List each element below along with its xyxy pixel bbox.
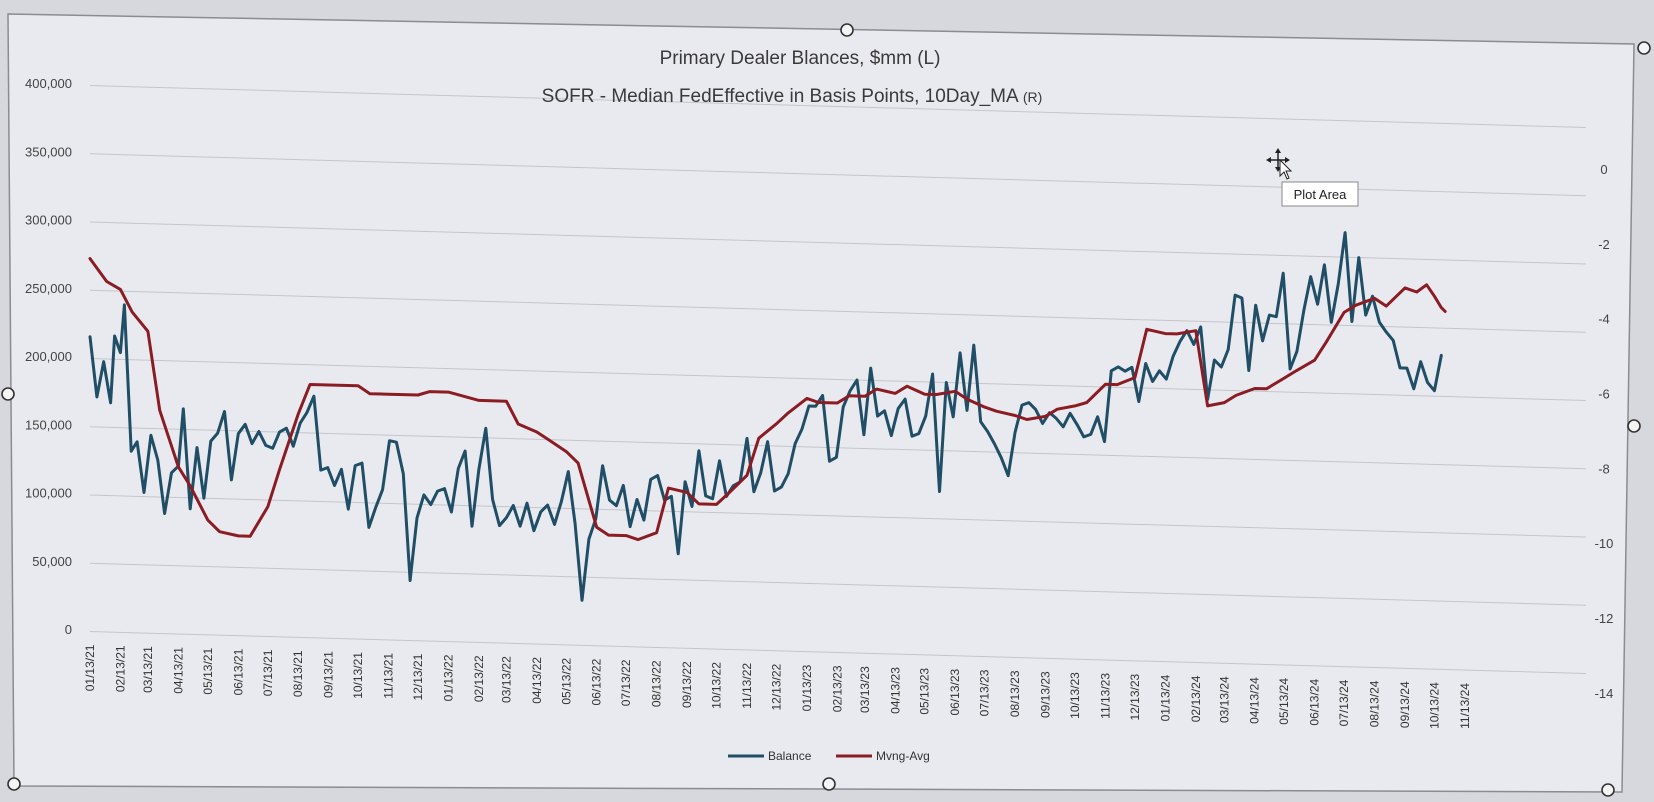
handle-middle-right[interactable]: [1627, 419, 1641, 433]
handle-bottom-center[interactable]: [822, 777, 836, 791]
x-tick-label: 04/13/22: [530, 657, 544, 704]
x-tick-label: 08/13/22: [650, 660, 664, 707]
plot-area-tooltip: Plot Area: [1281, 181, 1359, 207]
gridline: [89, 221, 1587, 265]
x-tick-label: 05/13/21: [201, 648, 215, 695]
x-tick-label: 06/13/21: [231, 648, 245, 695]
series-line-balance[interactable]: [88, 231, 1443, 602]
x-tick-label: 09/13/23: [1039, 671, 1053, 718]
tooltip-box: [1281, 181, 1359, 207]
x-tick-label: 07/13/24: [1337, 679, 1351, 726]
x-tick-label: 12/13/21: [411, 653, 425, 700]
left-tick-label: 200,000: [25, 349, 72, 364]
x-tick-label: 01/13/22: [441, 654, 455, 701]
handle-bottom-left[interactable]: [7, 777, 21, 791]
chart-subtitle: SOFR - Median FedEffective in Basis Poin…: [542, 86, 1043, 107]
x-tick-label: 09/13/22: [680, 661, 694, 708]
x-tick-label: 03/13/23: [858, 666, 872, 713]
legend-balance-label: Balance: [768, 749, 812, 763]
x-tick-label: 11/13/21: [382, 653, 396, 699]
x-tick-label: 12/13/23: [1128, 673, 1142, 720]
handle-top-right[interactable]: [1637, 41, 1651, 55]
handle-middle-left[interactable]: [1, 387, 15, 401]
left-tick-label: 250,000: [25, 281, 72, 296]
gridline: [89, 85, 1587, 128]
legend[interactable]: Balance Mvng-Avg: [728, 749, 930, 763]
chart-subtitle-suffix: (R): [1023, 89, 1042, 105]
x-tick-label: 10/13/22: [710, 662, 724, 709]
right-tick-label: -10: [1595, 536, 1614, 551]
x-tick-label: 03/13/22: [499, 656, 513, 703]
left-tick-label: 400,000: [25, 76, 72, 91]
x-tick-label: 06/13/24: [1308, 679, 1322, 726]
x-tick-label: 11/13/22: [740, 663, 754, 709]
handle-bottom-right[interactable]: [1601, 783, 1615, 797]
tooltip-text: Plot Area: [1294, 187, 1348, 202]
right-tick-label: -2: [1598, 237, 1610, 252]
gridline: [89, 494, 1587, 538]
right-tick-label: -12: [1595, 611, 1614, 626]
x-tick-label: 07/13/22: [619, 659, 633, 706]
left-tick-label: 300,000: [25, 213, 72, 228]
x-tick-label: 02/13/21: [113, 645, 127, 692]
x-tick-label: 08/13/21: [291, 650, 305, 697]
gridline: [89, 358, 1587, 401]
x-tick-label: 08/13/24: [1368, 680, 1382, 727]
chart-subtitle-main: SOFR - Median FedEffective in Basis Poin…: [542, 86, 1019, 107]
right-tick-label: 0: [1600, 162, 1607, 177]
x-tick-label: 07/13/21: [261, 649, 275, 696]
x-tick-label: 03/13/21: [141, 646, 155, 693]
x-tick-label: 02/13/24: [1189, 675, 1203, 722]
left-tick-label: 350,000: [25, 144, 72, 159]
x-tick-label: 04/13/21: [171, 647, 185, 694]
x-tick-label: 04/13/24: [1248, 677, 1262, 724]
right-tick-label: -4: [1598, 312, 1610, 327]
right-tick-label: -14: [1595, 686, 1614, 701]
plot-series[interactable]: [88, 231, 1447, 602]
selection-handles[interactable]: [1, 23, 1651, 797]
x-tick-label: 09/13/24: [1398, 681, 1412, 728]
move-cursor-icon: [1266, 148, 1293, 180]
x-tick-label: 05/13/24: [1277, 678, 1291, 725]
right-axis: 0 -2 -4 -6 -8 -10 -12 -14: [1595, 162, 1614, 701]
left-tick-label: 100,000: [25, 486, 72, 501]
x-tick-label: 07/13/23: [978, 669, 992, 716]
x-tick-label: 10/13/21: [351, 652, 365, 699]
x-tick-label: 05/13/23: [918, 668, 932, 715]
x-tick-label: 06/13/23: [948, 668, 962, 715]
left-tick-label: 150,000: [25, 417, 72, 432]
legend-mvng-avg-label: Mvng-Avg: [876, 749, 930, 763]
x-tick-label: 09/13/21: [322, 651, 336, 698]
x-tick-label: 02/13/22: [472, 655, 486, 702]
x-tick-label: 05/13/22: [559, 658, 573, 705]
x-tick-label: 10/13/23: [1068, 672, 1082, 719]
left-tick-label: 50,000: [32, 554, 72, 569]
left-tick-label: 0: [65, 622, 72, 637]
x-axis: 01/13/21 02/13/21 03/13/21 04/13/21 05/13/21…: [83, 644, 1472, 729]
x-tick-label: 03/13/24: [1217, 676, 1231, 723]
x-tick-label: 01/13/21: [83, 644, 97, 691]
x-tick-label: 02/13/23: [830, 665, 844, 712]
series-line-mvng-avg[interactable]: [88, 257, 1447, 542]
chart-title: Primary Dealer Blances, $mm (L): [660, 48, 941, 69]
x-tick-label: 08/13/23: [1008, 670, 1022, 717]
x-tick-label: 12/13/22: [769, 663, 783, 710]
x-tick-label: 04/13/23: [888, 667, 902, 714]
x-tick-label: 01/13/23: [800, 664, 814, 711]
handle-top-center[interactable]: [840, 23, 854, 37]
right-tick-label: -8: [1598, 461, 1610, 476]
x-tick-label: 11/13/23: [1098, 673, 1112, 719]
x-tick-label: 06/13/22: [590, 658, 604, 705]
right-tick-label: -6: [1598, 387, 1610, 402]
x-tick-label: 01/13/24: [1158, 674, 1172, 721]
gridline: [89, 631, 1587, 674]
x-tick-label: 10/13/24: [1427, 682, 1441, 729]
left-axis: 0 50,000 100,000 150,000 200,000 250,000 300,0…: [25, 76, 72, 637]
gridline: [89, 562, 1587, 606]
x-tick-label: 11/13/24: [1458, 683, 1472, 729]
